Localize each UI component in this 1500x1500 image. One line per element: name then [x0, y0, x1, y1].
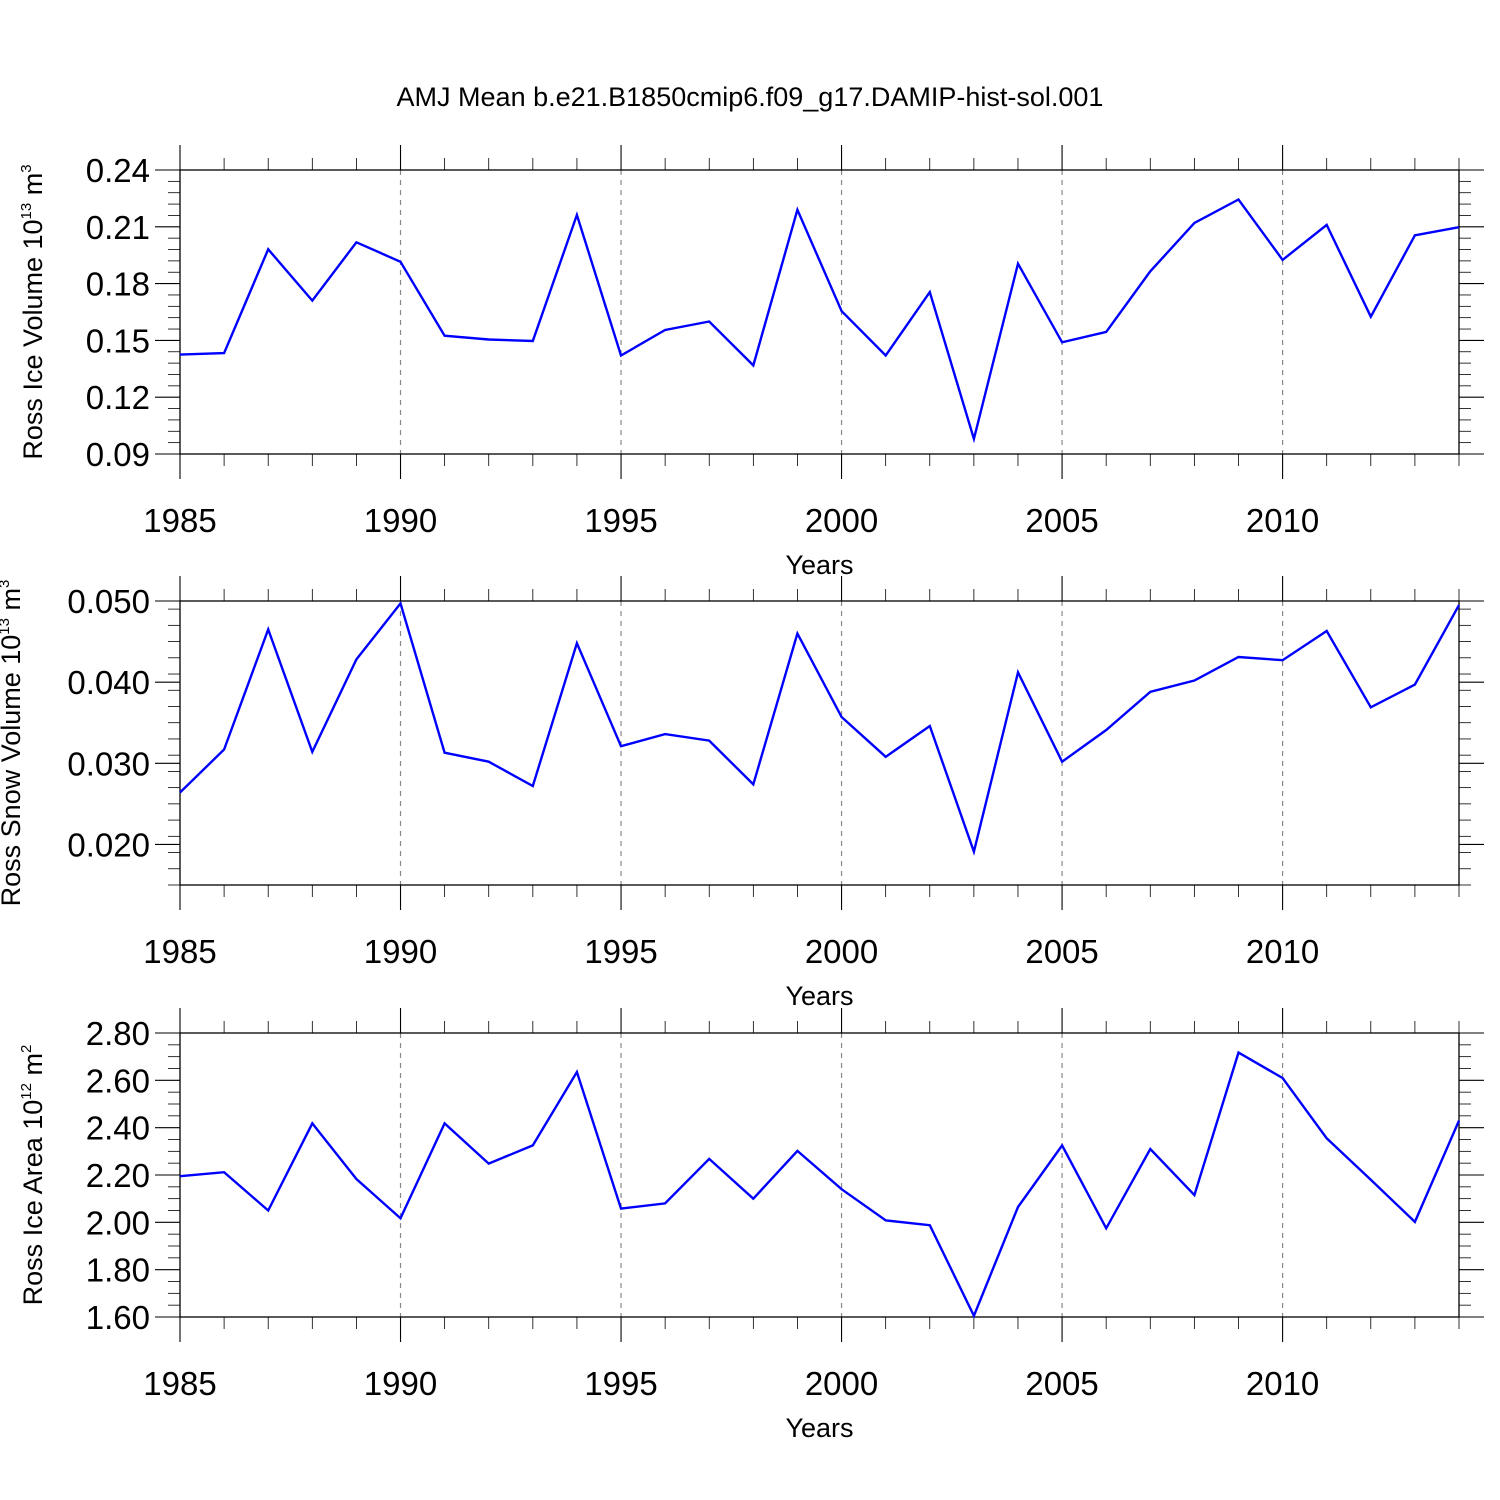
y-axis-label-text: Ross Snow Volume 10	[0, 635, 26, 907]
x-axis-label: Years	[785, 550, 853, 580]
x-tick-label: 1985	[143, 502, 216, 539]
y-axis-label: Ross Snow Volume 1013 m3	[0, 580, 26, 907]
x-tick-label: 2010	[1246, 933, 1319, 970]
y-tick-label: 0.020	[67, 826, 150, 863]
x-tick-label: 2000	[805, 933, 878, 970]
y-axis-label-text: Ross Ice Volume 10	[18, 219, 48, 459]
y-axis-label-exponent: 12	[18, 1083, 35, 1100]
y-tick-label: 2.80	[86, 1015, 150, 1052]
x-tick-label: 2005	[1025, 502, 1098, 539]
plot-frame	[179, 169, 1460, 455]
series-line-ice-area	[179, 1050, 1461, 1319]
x-tick-label: 1990	[364, 502, 437, 539]
y-tick-label: 0.15	[86, 322, 150, 359]
y-axis-label-unit: m	[0, 588, 26, 618]
y-tick-label: 0.09	[86, 436, 150, 473]
y-axis-label: Ross Ice Area 1012 m2	[18, 1045, 48, 1306]
y-axis-label-text: Ross Ice Area 10	[18, 1100, 48, 1306]
y-tick-label: 0.12	[86, 379, 150, 416]
y-axis-label: Ross Ice Volume 1013 m3	[18, 164, 48, 459]
chart-title: AMJ Mean b.e21.B1850cmip6.f09_g17.DAMIP-…	[397, 82, 1104, 112]
y-tick-label: 0.050	[67, 583, 150, 620]
y-tick-label: 1.60	[86, 1299, 150, 1336]
x-axis-label: Years	[785, 981, 853, 1011]
x-axis-label: Years	[785, 1413, 853, 1443]
x-tick-label: 2005	[1025, 933, 1098, 970]
y-tick-label: 1.80	[86, 1252, 150, 1289]
y-axis-label-exponent: 13	[0, 618, 13, 635]
y-tick-label: 0.040	[67, 664, 150, 701]
x-tick-label: 1990	[364, 933, 437, 970]
y-axis-label-exponent: 13	[18, 203, 35, 220]
plot-frame	[179, 600, 1460, 886]
x-tick-label: 1995	[584, 502, 657, 539]
y-tick-label: 0.21	[86, 209, 150, 246]
y-tick-label: 0.18	[86, 266, 150, 303]
y-axis-label-unit-exponent: 2	[18, 1045, 35, 1053]
series-line-snow-volume	[179, 600, 1461, 856]
x-tick-label: 2000	[805, 502, 878, 539]
x-tick-label: 2010	[1246, 1365, 1319, 1402]
panel-snow-volume: 1985 1990 1995 2000 2005 2010 Years 0.020 0.030 0…	[0, 576, 1484, 1011]
y-tick-label: 0.030	[67, 745, 150, 782]
x-tick-label: 1985	[143, 1365, 216, 1402]
y-tick-label: 0.24	[86, 152, 150, 189]
y-tick-label: 2.60	[86, 1062, 150, 1099]
y-axis-label-unit: m	[18, 173, 48, 203]
y-tick-label: 2.00	[86, 1204, 150, 1241]
y-tick-label: 2.40	[86, 1110, 150, 1147]
series-line-ice-volume	[179, 197, 1460, 444]
y-axis-label-unit-exponent: 3	[18, 164, 35, 172]
x-tick-label: 2000	[805, 1365, 878, 1402]
plot-frame	[179, 1032, 1460, 1318]
x-tick-label: 1995	[584, 933, 657, 970]
y-axis-label-unit: m	[18, 1053, 48, 1083]
x-tick-label: 2010	[1246, 502, 1319, 539]
x-tick-label: 1985	[143, 933, 216, 970]
panel-ice-volume: 1985 1990 1995 2000 2005 2010 Years 0.09 0.12 0.1…	[18, 145, 1484, 580]
panel-ice-area: 1985 1990 1995 2000 2005 2010 Years 1.60 1.80 2.0…	[18, 1008, 1484, 1443]
x-tick-label: 1990	[364, 1365, 437, 1402]
y-tick-label: 2.20	[86, 1157, 150, 1194]
x-tick-label: 2005	[1025, 1365, 1098, 1402]
y-axis-label-unit-exponent: 3	[0, 580, 13, 588]
x-tick-label: 1995	[584, 1365, 657, 1402]
